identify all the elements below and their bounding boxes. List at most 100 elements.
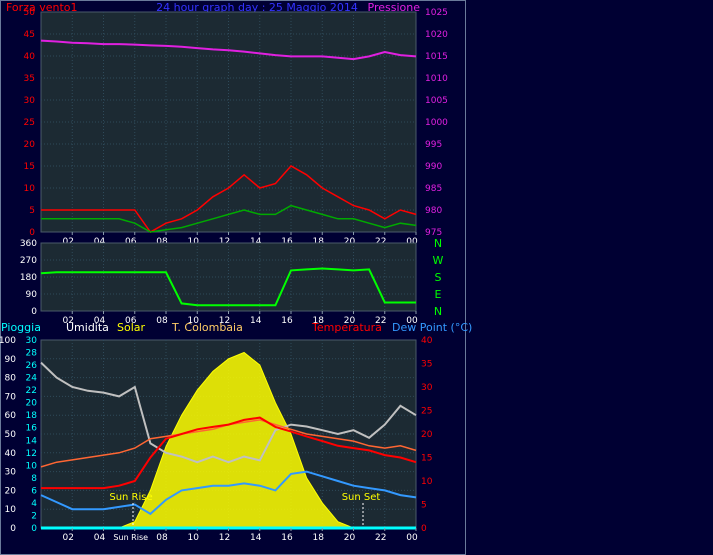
y-tick-label: 24 [26, 374, 38, 384]
x-tick-label: Sun Rise [113, 533, 148, 542]
compass-label: W [433, 254, 444, 267]
y-tick-label: 20 [26, 399, 38, 409]
y-tick-label: 5 [29, 206, 35, 216]
y-tick-label: 80 [5, 374, 17, 384]
y-tick-label: 50 [24, 8, 36, 18]
sun-set-marker-label: Sun Set [342, 492, 381, 503]
temperature-ticks: 0 5 10 15 20 25 30 35 40 [421, 336, 433, 534]
x-tick-label: 14 [250, 237, 262, 247]
y-tick-label: 10 [24, 184, 36, 194]
y-tick-label: 12 [26, 449, 37, 459]
series-wind-speed [41, 165, 417, 233]
x-tick-label: 08 [156, 533, 168, 543]
mid-grid [41, 243, 416, 311]
label-dewpoint: Dew Point (°C) [392, 321, 472, 334]
chart-title: 24 hour graph day : 25 Maggio 2014 [156, 1, 358, 14]
y-tick-label: 25 [421, 407, 432, 417]
x-tick-label: 02 [63, 316, 74, 326]
top-series [40, 39, 417, 233]
top-right-ticks: 975 980 985 990 995 1000 1005 1010 1015 1020 1025 [425, 8, 448, 238]
x-tick-label: 04 [94, 533, 106, 543]
y-tick-label: 30 [26, 336, 38, 346]
y-tick-label: 40 [5, 449, 17, 459]
compass-label: N [434, 237, 442, 250]
mid-series [40, 267, 416, 307]
y-tick-label: 22 [26, 386, 37, 396]
y-tick-label: 6 [31, 486, 37, 496]
y-tick-label: 8 [31, 474, 37, 484]
x-tick-label: 14 [250, 316, 262, 326]
top-panel: Forza vento1 24 hour graph day : 25 Magg… [6, 1, 448, 247]
y-tick-label: 100 [0, 336, 16, 346]
mid-left-ticks: 0 90 180 270 360 [20, 239, 37, 317]
compass-label: E [435, 288, 442, 301]
y-tick-label: 90 [5, 355, 17, 365]
top-right-axis-label: Pressione [368, 1, 421, 14]
y-tick-label: 0 [10, 524, 16, 534]
y-tick-label: 26 [26, 361, 38, 371]
y-tick-label: 40 [24, 52, 36, 62]
x-tick-label: 22 [375, 533, 386, 543]
y-tick-label: 360 [20, 239, 37, 249]
y-tick-label: 975 [425, 228, 442, 238]
x-tick-label: 08 [156, 316, 168, 326]
y-tick-label: 980 [425, 206, 442, 216]
x-tick-label: 14 [250, 533, 262, 543]
y-tick-label: 50 [5, 430, 17, 440]
x-tick-label: 10 [188, 237, 200, 247]
top-x-ticks: 02 04 06 08 10 12 14 16 18 20 22 00 [63, 232, 418, 247]
y-tick-label: 990 [425, 162, 442, 172]
series-humidity [40, 361, 417, 464]
y-tick-label: 35 [24, 74, 35, 84]
y-tick-label: 14 [26, 436, 38, 446]
y-tick-label: 1000 [425, 118, 448, 128]
label-rain: Pioggia [1, 321, 41, 334]
y-tick-label: 30 [5, 468, 17, 478]
y-tick-label: 10 [26, 461, 38, 471]
label-solar: Solar [117, 321, 146, 334]
y-tick-label: 4 [31, 499, 37, 509]
y-tick-label: 60 [5, 411, 17, 421]
label-t-colombaia: T. Colombaia [171, 321, 243, 334]
label-temperature: Temperatura [311, 321, 382, 334]
humidity-ticks: 0 10 20 30 40 50 60 70 80 90 100 [0, 336, 16, 534]
y-tick-label: 985 [425, 184, 442, 194]
bottom-x-ticks: 02 04 Sun Rise 08 10 12 14 16 18 20 22 00 [63, 528, 418, 543]
y-tick-label: 28 [26, 349, 38, 359]
x-tick-label: 12 [219, 533, 230, 543]
y-tick-label: 995 [425, 140, 442, 150]
x-tick-label: 02 [63, 533, 74, 543]
x-tick-label: 12 [219, 237, 230, 247]
y-tick-label: 1005 [425, 96, 448, 106]
compass-label: N [434, 305, 442, 318]
x-tick-label: 22 [375, 237, 386, 247]
x-tick-label: 16 [281, 237, 293, 247]
compass-label: S [435, 271, 442, 284]
y-tick-label: 20 [421, 430, 433, 440]
y-tick-label: 270 [20, 256, 37, 266]
y-tick-label: 1015 [425, 52, 448, 62]
x-tick-label: 08 [156, 237, 168, 247]
x-tick-label: 04 [94, 237, 106, 247]
y-tick-label: 2 [31, 511, 37, 521]
x-tick-label: 02 [63, 237, 74, 247]
x-tick-label: 00 [406, 533, 418, 543]
y-tick-label: 16 [26, 424, 38, 434]
y-tick-label: 30 [24, 96, 36, 106]
y-tick-label: 1010 [425, 74, 448, 84]
y-tick-label: 40 [421, 336, 433, 346]
x-tick-label: 20 [344, 316, 356, 326]
y-tick-label: 1020 [425, 30, 448, 40]
x-tick-label: 18 [313, 237, 325, 247]
y-tick-label: 0 [421, 524, 427, 534]
y-tick-label: 45 [24, 30, 35, 40]
x-tick-label: 00 [406, 237, 418, 247]
y-tick-label: 0 [29, 228, 35, 238]
series-pressure [40, 39, 417, 61]
mid-x-ticks: 02 04 06 08 10 12 14 16 18 20 22 00 [63, 311, 418, 326]
y-tick-label: 15 [24, 162, 35, 172]
x-tick-label: 16 [281, 316, 293, 326]
y-tick-label: 90 [26, 290, 38, 300]
y-tick-label: 10 [421, 477, 433, 487]
